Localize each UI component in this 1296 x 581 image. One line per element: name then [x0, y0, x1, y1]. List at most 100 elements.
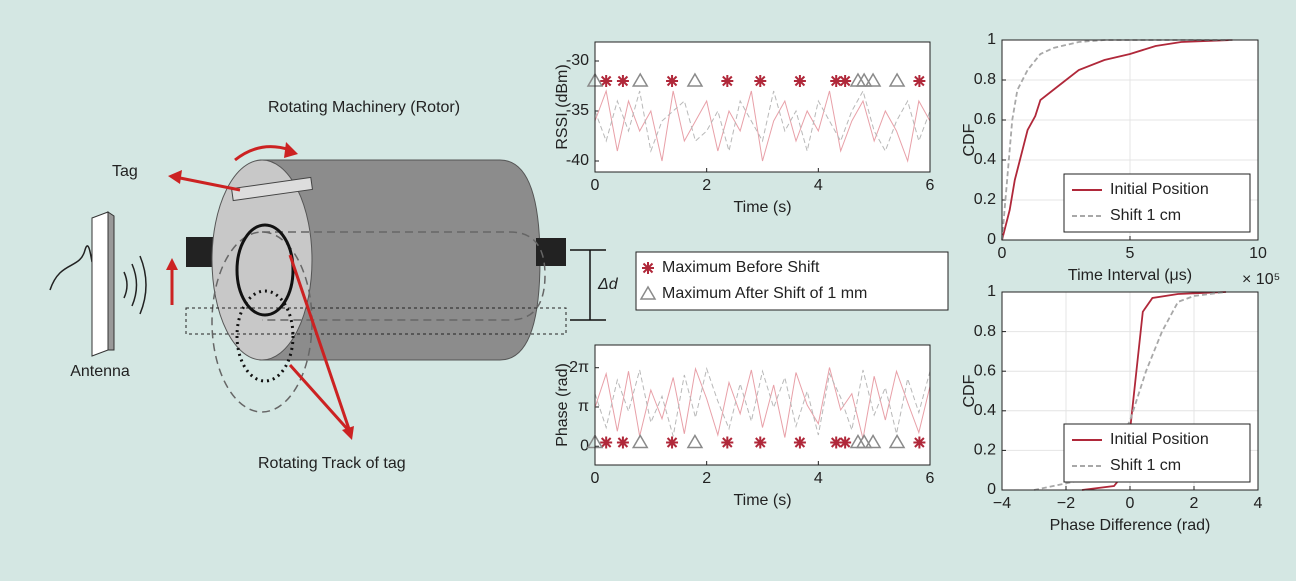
arrowhead [342, 426, 354, 440]
y-tick-label: π [578, 398, 589, 415]
star-marker [666, 75, 679, 87]
series-line [1033, 291, 1227, 491]
triangle-marker [855, 72, 873, 87]
triangle-marker [631, 72, 649, 87]
legend-box [1063, 423, 1251, 483]
y-axis-label: CDF [961, 374, 978, 407]
legend-label: Maximum Before Shift [662, 259, 820, 276]
triangle-marker [864, 434, 882, 449]
x-tick-label: 0 [1126, 495, 1135, 512]
shifted-outline [262, 231, 546, 321]
y-tick-label: 0.6 [974, 362, 996, 379]
legend-swatch [639, 285, 657, 300]
legend-label: Initial Position [1110, 431, 1209, 448]
star-marker [616, 75, 629, 87]
plot-area [595, 42, 930, 172]
series-line [594, 89, 931, 163]
y-axis-label: Phase (rad) [554, 363, 571, 447]
tag-label: Tag [112, 163, 138, 180]
y-tick-label: 0.6 [974, 111, 996, 128]
x-tick-label: 2 [1190, 495, 1199, 512]
legend-box [1063, 173, 1251, 233]
star-marker [721, 75, 734, 87]
star-marker [913, 75, 926, 87]
plot-frame [594, 41, 931, 173]
legend-label: Initial Position [1110, 181, 1209, 198]
y-tick-label: 0.8 [974, 323, 996, 340]
star-marker [600, 75, 613, 87]
star-marker [839, 436, 852, 449]
star-marker [830, 75, 843, 87]
antenna-front [91, 211, 109, 357]
x-tick-label: 0 [998, 245, 1007, 262]
waves [123, 255, 147, 315]
star-marker [830, 436, 843, 449]
y-tick-label: 0.2 [974, 442, 996, 459]
x-tick-label: 5 [1126, 245, 1135, 262]
y-tick-label: 0 [987, 481, 996, 498]
arrowhead [168, 170, 182, 184]
antenna-side [107, 211, 115, 351]
triangle-marker [888, 72, 906, 87]
y-axis-label: RSSI (dBm) [554, 64, 571, 149]
star-marker [754, 75, 767, 87]
y-tick-label: -35 [566, 102, 589, 119]
x-axis-label: Time Interval (μs) [1068, 267, 1192, 284]
x-tick-label: 4 [814, 470, 823, 487]
x-tick-label: −2 [1057, 495, 1075, 512]
star-marker [793, 75, 806, 87]
y-tick-label: -30 [566, 52, 589, 69]
legend-box [635, 251, 949, 311]
pointer-arrows [179, 176, 352, 434]
triangle-marker [888, 434, 906, 449]
y-tick-label: 2π [569, 359, 589, 376]
plot-frame [1001, 291, 1259, 491]
y-tick-label: 0 [580, 437, 589, 454]
star-marker [666, 436, 679, 449]
tag [230, 176, 314, 202]
triangle-marker [864, 72, 882, 87]
arrowhead [284, 142, 298, 158]
x-tick-label: 0 [591, 470, 600, 487]
x-tick-label: 2 [702, 470, 711, 487]
triangle-marker [631, 434, 649, 449]
x-tick-label: 10 [1249, 245, 1267, 262]
y-tick-label: 1 [987, 283, 996, 300]
y-tick-label: 0.2 [974, 191, 996, 208]
x-axis-label: Phase Difference (rad) [1050, 517, 1211, 534]
star-marker [600, 436, 613, 449]
antenna-label: Antenna [70, 363, 130, 380]
y-tick-label: 1 [987, 31, 996, 48]
series-line [594, 366, 931, 437]
star-marker [721, 436, 734, 449]
y-tick-label: 0.4 [974, 151, 996, 168]
star-marker [913, 436, 926, 449]
diagram: Rotating Machinery (Rotor) Tag Antenna R… [49, 99, 619, 472]
track-label: Rotating Track of tag [258, 455, 406, 472]
arrowhead [166, 258, 178, 270]
x-axis-label: Time (s) [733, 492, 791, 509]
x-tick-label: 4 [814, 177, 823, 194]
y-tick-label: -40 [566, 152, 589, 169]
rotation-arrow [234, 145, 291, 162]
star-marker [616, 436, 629, 449]
triangle-marker [855, 434, 873, 449]
shaft-right [536, 238, 566, 266]
shift-dimension [570, 249, 606, 321]
shifted-shaft [185, 307, 567, 335]
x-tick-label: 0 [591, 177, 600, 194]
triangle-marker [686, 72, 704, 87]
legend-label: Maximum After Shift of 1 mm [662, 285, 867, 302]
series-line [1001, 39, 1233, 241]
x-tick-label: −4 [993, 495, 1011, 512]
series-line [1001, 39, 1233, 241]
rotor-label: Rotating Machinery (Rotor) [268, 99, 460, 116]
y-tick-label: 0 [987, 231, 996, 248]
star-marker [754, 436, 767, 449]
series-line [594, 89, 931, 153]
series-line [594, 366, 931, 439]
cable [49, 245, 93, 291]
axis-multiplier: × 10⁵ [1242, 271, 1280, 288]
legend-label: Shift 1 cm [1110, 207, 1181, 224]
